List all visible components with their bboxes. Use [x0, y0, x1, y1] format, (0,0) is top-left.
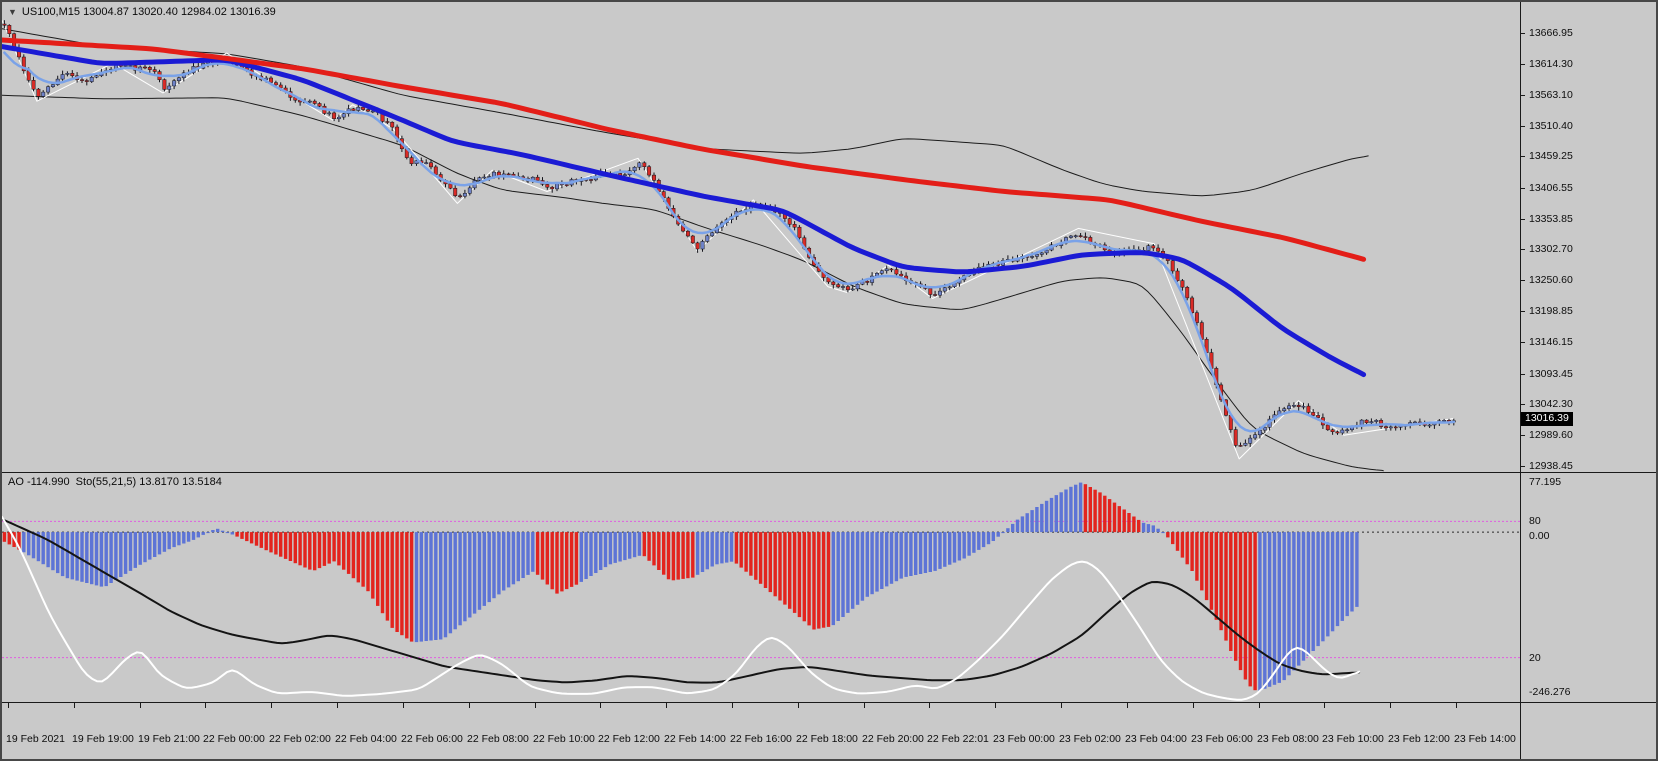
time-axis-label: 23 Feb 10:00 [1322, 733, 1384, 745]
indicator-readout: AO -114.990 Sto(55,21,5) 13.8170 13.5184 [8, 476, 222, 488]
price-axis-label: 13406.55 [1529, 182, 1573, 194]
time-axis-tick [74, 703, 75, 708]
indicator-upper-level-label: 80 [1529, 515, 1541, 527]
time-axis-tick [929, 703, 930, 708]
price-axis-tick [1521, 126, 1525, 127]
price-axis-label: 13042.30 [1529, 398, 1573, 410]
time-axis-label: 23 Feb 06:00 [1191, 733, 1253, 745]
time-axis-label: 23 Feb 14:00 [1454, 733, 1516, 745]
price-axis-tick [1521, 435, 1525, 436]
time-axis-tick [469, 703, 470, 708]
price-axis-label: 12989.60 [1529, 429, 1573, 441]
price-axis-tick [1521, 64, 1525, 65]
price-axis-label: 13146.15 [1529, 336, 1573, 348]
time-axis-label: 22 Feb 10:00 [533, 733, 595, 745]
symbol-marker-icon: ▼ [8, 7, 17, 17]
time-axis-tick [995, 703, 996, 708]
time-axis-label: 19 Feb 19:00 [72, 733, 134, 745]
time-axis-label: 22 Feb 22:01 [927, 733, 989, 745]
current-price-tag: 13016.39 [1521, 412, 1573, 426]
time-axis-label: 19 Feb 21:00 [138, 733, 200, 745]
time-axis-label: 22 Feb 12:00 [598, 733, 660, 745]
time-axis-tick [337, 703, 338, 708]
price-axis-tick [1521, 219, 1525, 220]
indicator-zero-label: 0.00 [1529, 530, 1550, 542]
price-axis-label: 13666.95 [1529, 27, 1573, 39]
time-axis-tick [1127, 703, 1128, 708]
time-axis-label: 23 Feb 00:00 [993, 733, 1055, 745]
price-axis-tick [1521, 466, 1525, 467]
price-axis-tick [1521, 404, 1525, 405]
time-axis-tick [1456, 703, 1457, 708]
price-axis-label: 13353.85 [1529, 213, 1573, 225]
time-axis-label: 23 Feb 04:00 [1125, 733, 1187, 745]
indicator-lower-level-label: 20 [1529, 652, 1541, 664]
time-axis-tick [403, 703, 404, 708]
time-axis-tick [205, 703, 206, 708]
price-axis-label: 13302.70 [1529, 243, 1573, 255]
price-axis-label: 13563.10 [1529, 89, 1573, 101]
time-axis-label: 22 Feb 06:00 [401, 733, 463, 745]
indicator-canvas[interactable] [2, 472, 1520, 702]
price-axis-tick [1521, 156, 1525, 157]
time-axis-tick [798, 703, 799, 708]
symbol-ohlc-readout: ▼ US100,M15 13004.87 13020.40 12984.02 13… [8, 6, 276, 18]
time-axis-tick [140, 703, 141, 708]
time-axis-label: 23 Feb 08:00 [1257, 733, 1319, 745]
price-axis-tick [1521, 342, 1525, 343]
time-axis-label: 19 Feb 2021 [6, 733, 65, 745]
candlestick-chart-canvas[interactable] [2, 2, 1520, 472]
price-axis-tick [1521, 188, 1525, 189]
time-axis-label: 23 Feb 12:00 [1388, 733, 1450, 745]
time-axis-tick [600, 703, 601, 708]
symbol-ohlc-text: US100,M15 13004.87 13020.40 12984.02 130… [21, 6, 276, 18]
time-axis-label: 22 Feb 16:00 [730, 733, 792, 745]
price-axis-tick [1521, 280, 1525, 281]
time-axis-label: 22 Feb 02:00 [269, 733, 331, 745]
price-axis-tick [1521, 95, 1525, 96]
time-axis-tick [1193, 703, 1194, 708]
time-axis-label: 22 Feb 00:00 [203, 733, 265, 745]
indicator-max-label: 77.195 [1529, 476, 1562, 488]
time-axis-tick [271, 703, 272, 708]
time-axis-tick [8, 703, 9, 708]
indicator-min-label: -246.276 [1529, 686, 1571, 698]
price-axis-label: 12938.45 [1529, 460, 1573, 472]
price-axis[interactable]: 13016.39 77.195 80 0.00 20 -246.276 1366… [1521, 2, 1656, 759]
time-axis-label: 23 Feb 02:00 [1059, 733, 1121, 745]
time-axis[interactable]: 19 Feb 2021 19 Feb 19:00 19 Feb 21:00 22 Fe… [2, 703, 1520, 759]
price-axis-label: 13614.30 [1529, 58, 1573, 70]
time-axis-label: 22 Feb 08:00 [467, 733, 529, 745]
time-axis-label: 22 Feb 14:00 [664, 733, 726, 745]
panel-separator[interactable] [2, 472, 1656, 473]
price-axis-tick [1521, 249, 1525, 250]
price-axis-tick [1521, 311, 1525, 312]
time-axis-tick [1061, 703, 1062, 708]
time-axis-tick [1259, 703, 1260, 708]
time-axis-separator [2, 702, 1656, 703]
price-axis-label: 13510.40 [1529, 120, 1573, 132]
price-axis-label: 13198.85 [1529, 305, 1573, 317]
time-axis-tick [732, 703, 733, 708]
price-axis-tick [1521, 33, 1525, 34]
time-axis-tick [666, 703, 667, 708]
time-axis-label: 22 Feb 20:00 [862, 733, 924, 745]
time-axis-label: 22 Feb 18:00 [796, 733, 858, 745]
price-scale-separator [1520, 2, 1521, 759]
price-axis-label: 13250.60 [1529, 274, 1573, 286]
price-axis-tick [1521, 374, 1525, 375]
time-axis-tick [864, 703, 865, 708]
price-axis-label: 13093.45 [1529, 368, 1573, 380]
price-axis-label: 13459.25 [1529, 150, 1573, 162]
time-axis-label: 22 Feb 04:00 [335, 733, 397, 745]
time-axis-tick [535, 703, 536, 708]
time-axis-tick [1390, 703, 1391, 708]
time-axis-tick [1324, 703, 1325, 708]
